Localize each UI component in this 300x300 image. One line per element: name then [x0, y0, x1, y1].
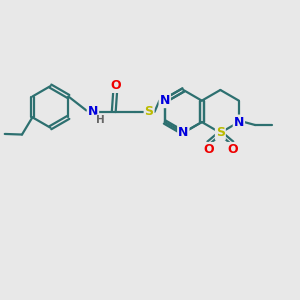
Text: O: O [227, 143, 238, 156]
Text: N: N [178, 126, 188, 139]
Text: S: S [216, 126, 225, 139]
Text: N: N [88, 106, 98, 118]
Text: O: O [110, 79, 121, 92]
Text: N: N [234, 116, 244, 129]
Text: N: N [160, 94, 170, 107]
Text: O: O [203, 143, 214, 156]
Text: S: S [145, 106, 154, 118]
Text: H: H [96, 115, 105, 125]
